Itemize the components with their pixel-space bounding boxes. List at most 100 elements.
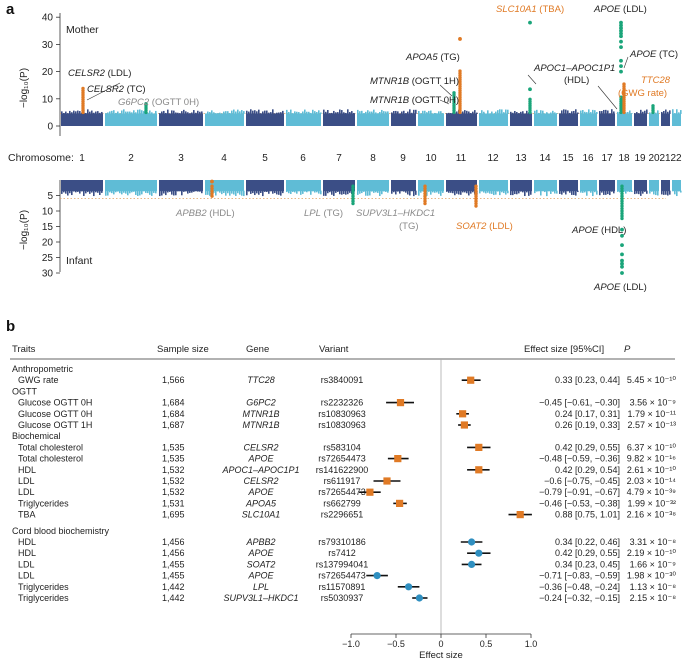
bottom-variant-point <box>522 190 524 193</box>
row-gene: LPL <box>253 582 269 592</box>
annotation-g6pc2: G6PC2 (OGTT 0H) <box>118 97 199 108</box>
bottom-variant-point <box>518 190 520 194</box>
bottom-variant-point <box>584 190 586 193</box>
row-trait: GWG rate <box>18 375 59 385</box>
row-effect-size: 0.42 [0.29, 0.55] <box>555 442 620 452</box>
bottom-y-tick-label: 10 <box>42 207 54 218</box>
row-variant: rs10830963 <box>318 420 366 430</box>
bottom-variant-point <box>538 190 540 192</box>
row-sample-size: 1,456 <box>162 548 185 558</box>
header-gene: Gene <box>246 344 269 355</box>
bottom-variant-point <box>594 190 596 193</box>
top-variant-point <box>674 113 676 114</box>
bottom-variant-point <box>153 190 155 193</box>
group-header: Anthropometric <box>12 364 74 374</box>
top-variant-point <box>665 109 667 114</box>
bottom-variant-point <box>183 190 185 192</box>
chromosome-label: 17 <box>601 153 613 164</box>
row-p-value: 1.13 × 10⁻⁸ <box>630 582 677 592</box>
annotation-apoc1-trait: (HDL) <box>564 75 589 86</box>
top-variant-point <box>359 111 361 114</box>
top-variant-point <box>125 111 127 114</box>
bottom-variant-point <box>550 190 552 194</box>
bottom-variant-point <box>117 190 119 192</box>
bottom-variant-point <box>339 190 341 195</box>
top-variant-point <box>351 111 353 114</box>
top-variant-point <box>95 111 97 114</box>
top-variant-point <box>361 110 363 114</box>
top-variant-point <box>442 113 444 114</box>
bottom-variant-point <box>559 190 561 194</box>
top-variant-point <box>215 113 217 114</box>
bottom-variant-point <box>81 190 83 192</box>
bottom-variant-point <box>243 190 245 197</box>
bottom-variant-point <box>252 190 254 194</box>
row-gene: SLC10A1 <box>242 510 281 520</box>
bottom-variant-point <box>195 190 197 192</box>
top-variant-point <box>159 113 161 114</box>
top-variant-point <box>503 112 505 114</box>
top-variant-point <box>510 111 512 114</box>
top-chromosome-band <box>323 113 355 126</box>
bottom-variant-point <box>294 190 296 193</box>
apoe-hit-point <box>619 58 623 63</box>
bottom-variant-point <box>308 190 310 192</box>
row-trait: Total cholesterol <box>18 454 83 464</box>
soat2-hit-point <box>474 199 478 203</box>
top-variant-point <box>335 112 337 114</box>
apoe-hit-point <box>619 69 623 74</box>
bottom-variant-point <box>181 190 183 196</box>
apoe-hit-point <box>619 28 623 33</box>
apoe-infant-hit-point <box>620 194 624 198</box>
top-variant-point <box>107 112 109 114</box>
apbb2-hit-point <box>210 184 214 188</box>
bottom-variant-point <box>67 190 69 196</box>
bottom-variant-point <box>503 190 505 194</box>
row-effect-size: −0.6 [−0.75, −0.45] <box>544 476 620 486</box>
top-variant-point <box>237 109 239 114</box>
soat2-hit-point <box>474 186 478 191</box>
row-gene: APOE <box>247 571 274 581</box>
top-variant-point <box>575 109 577 114</box>
bottom-variant-point <box>201 190 203 194</box>
bottom-variant-point <box>485 190 487 194</box>
top-variant-point <box>399 113 401 114</box>
bottom-variant-point <box>268 190 270 194</box>
g6pc2-hit-point <box>144 101 148 106</box>
top-variant-point <box>481 110 483 114</box>
bottom-variant-point <box>89 190 91 194</box>
row-trait: Total cholesterol <box>18 442 83 452</box>
apoe-hit-point <box>619 20 623 25</box>
bottom-variant-point <box>619 190 621 193</box>
top-variant-point <box>634 113 636 114</box>
row-trait: Glucose OGTT 1H <box>18 420 92 430</box>
annotation-ttc28: TTC28 <box>641 75 671 86</box>
bottom-variant-point <box>440 190 442 196</box>
bottom-variant-point <box>403 190 405 192</box>
top-variant-point <box>611 109 613 114</box>
top-variant-point <box>377 113 379 114</box>
top-highlight-points <box>81 20 655 115</box>
top-variant-point <box>569 112 571 114</box>
top-variant-point <box>129 111 131 114</box>
bottom-variant-point <box>642 190 644 194</box>
top-variant-point <box>73 110 75 114</box>
bottom-variant-point <box>426 190 428 196</box>
bottom-variant-point <box>215 190 217 196</box>
bottom-variant-point <box>540 190 542 196</box>
top-variant-point <box>254 110 256 114</box>
bottom-chromosome-band <box>661 180 670 192</box>
bottom-variant-point <box>270 190 272 192</box>
bottom-variant-point <box>318 190 320 194</box>
top-variant-point <box>375 112 377 114</box>
bottom-variant-point <box>491 190 493 194</box>
top-chromosome-band <box>446 113 477 126</box>
top-variant-point <box>221 113 223 114</box>
top-variant-point <box>678 112 680 114</box>
chromosome-label: 22 <box>670 153 682 164</box>
top-variant-point <box>333 110 335 114</box>
annotation-ttc28-trait: (GWG rate) <box>618 88 667 99</box>
header-variant: Variant <box>319 344 349 355</box>
panel-a-label: a <box>6 1 15 18</box>
mtnr1b-hit-point <box>452 91 456 95</box>
